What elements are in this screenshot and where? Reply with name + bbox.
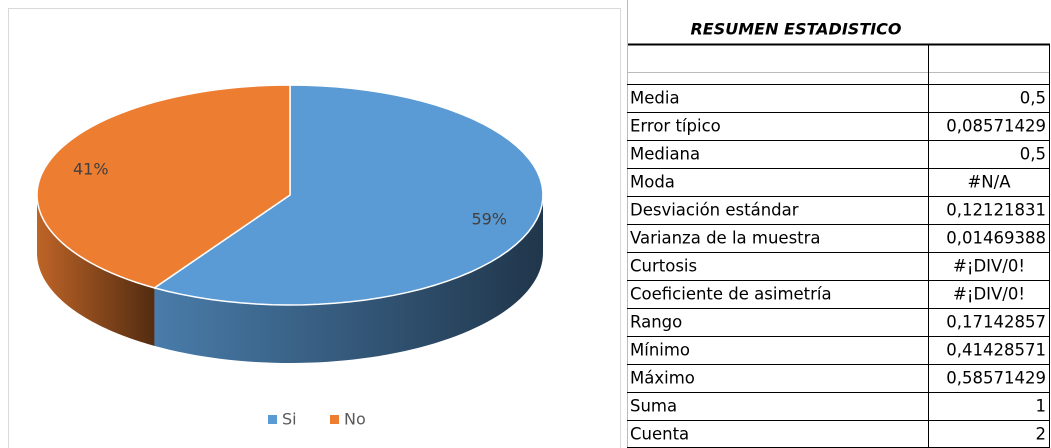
pie-slice <box>152 84 544 306</box>
row-value: #N/A <box>967 173 1011 192</box>
pie-side <box>37 195 155 346</box>
legend-swatch <box>330 415 339 424</box>
legend-label: No <box>344 410 366 429</box>
row-label: Media <box>630 89 680 108</box>
row-value: 0,5 <box>1020 89 1046 108</box>
pie-side <box>154 195 543 363</box>
table-title: RESUMEN ESTADISTICO <box>690 20 901 39</box>
row-value: 0,01469388 <box>946 229 1046 248</box>
row-label: Error típico <box>630 117 721 136</box>
row-label: Moda <box>630 173 675 192</box>
row-value: #¡DIV/0! <box>953 257 1025 276</box>
row-label: Mediana <box>630 145 700 164</box>
row-label: Máximo <box>630 369 695 388</box>
row-value: 2 <box>1036 425 1047 444</box>
legend-swatch <box>268 415 277 424</box>
row-value: 1 <box>1036 397 1047 416</box>
row-label: Suma <box>630 397 677 416</box>
row-value: 0,17142857 <box>946 313 1046 332</box>
row-label: Mínimo <box>630 341 690 360</box>
row-value: 0,58571429 <box>946 369 1046 388</box>
data-label: 59% <box>471 210 507 229</box>
row-label: Coeficiente de asimetría <box>630 285 832 304</box>
row-label: Rango <box>630 313 682 332</box>
row-label: Desviación estándar <box>630 201 799 220</box>
row-value: 0,12121831 <box>946 201 1046 220</box>
row-value: 0,41428571 <box>946 341 1046 360</box>
pie-slice <box>36 84 291 289</box>
row-value: 0,5 <box>1020 145 1046 164</box>
row-value: #¡DIV/0! <box>953 285 1025 304</box>
row-label: Curtosis <box>630 257 697 276</box>
row-value: 0,08571429 <box>946 117 1046 136</box>
legend-label: Si <box>282 410 297 429</box>
row-label: Cuenta <box>630 425 689 444</box>
data-label: 41% <box>73 159 109 178</box>
row-label: Varianza de la muestra <box>630 229 821 248</box>
